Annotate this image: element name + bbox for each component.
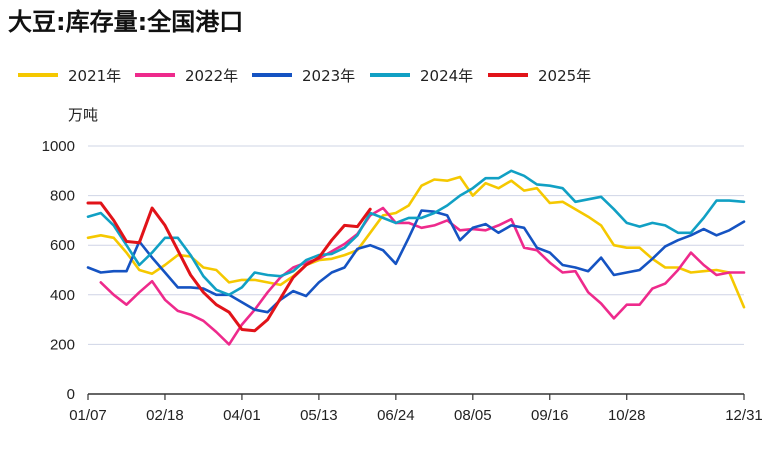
y-tick-label: 600 xyxy=(50,237,75,254)
y-tick-label: 800 xyxy=(50,188,75,205)
legend-label: 2024年 xyxy=(420,67,473,85)
series-line-2025年 xyxy=(86,201,372,333)
series-line-2022年 xyxy=(99,206,746,346)
legend-label: 2022年 xyxy=(185,67,238,85)
x-tick-label: 01/07 xyxy=(69,407,107,424)
y-axis-unit-label: 万吨 xyxy=(68,106,98,124)
x-tick-labels: 01/07 02/18 04/01 05/13 06/24 08/05 09/16 10/28… xyxy=(69,394,763,424)
legend-label: 2023年 xyxy=(302,67,355,85)
y-tick-labels: 0 200 400 600 800 1000 xyxy=(42,138,75,403)
legend-label: 2021年 xyxy=(68,67,121,85)
y-tick-label: 200 xyxy=(50,336,75,353)
series-line-2021年 xyxy=(86,175,746,309)
x-tick-label: 06/24 xyxy=(377,407,415,424)
legend-label: 2025年 xyxy=(538,67,591,85)
x-tick-label: 10/28 xyxy=(608,407,646,424)
series-line-2024年 xyxy=(86,169,746,297)
legend: 2021年 2022年 2023年 2024年 2025年 xyxy=(18,67,591,85)
x-tick-label: 05/13 xyxy=(300,407,338,424)
series-line-2023年 xyxy=(86,209,746,314)
x-tick-label: 12/31 xyxy=(725,407,763,424)
series-lines xyxy=(86,169,746,346)
x-tick-label: 02/18 xyxy=(146,407,184,424)
y-tick-label: 0 xyxy=(67,386,75,403)
chart-title: 大豆:库存量:全国港口 xyxy=(8,8,244,36)
x-tick-label: 08/05 xyxy=(454,407,492,424)
x-tick-label: 09/16 xyxy=(531,407,569,424)
y-tick-label: 1000 xyxy=(42,138,75,155)
gridlines xyxy=(88,145,744,345)
y-tick-label: 400 xyxy=(50,287,75,304)
x-tick-label: 04/01 xyxy=(223,407,261,424)
